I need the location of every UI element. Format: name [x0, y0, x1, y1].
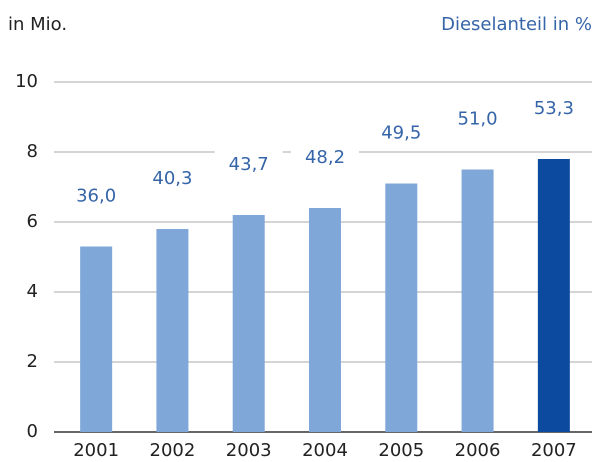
label-background [519, 95, 588, 123]
label-background [62, 182, 131, 211]
annotation: 53,3 [534, 98, 574, 119]
x-tick-label: 2007 [531, 440, 577, 461]
x-tick-label: 2005 [378, 440, 424, 461]
annotation: 40,3 [152, 168, 192, 189]
x-tick-label: 2004 [302, 440, 348, 461]
label-background [138, 165, 207, 193]
x-tick-label: 2001 [73, 440, 119, 461]
bar [385, 183, 418, 432]
bar [461, 169, 494, 432]
label-background [367, 119, 436, 148]
annotation: 48,2 [305, 147, 345, 168]
annotation: 43,7 [229, 154, 269, 175]
y-tick-label: 6 [27, 211, 38, 232]
bar [156, 229, 189, 432]
y-tick-label: 2 [27, 351, 38, 372]
bar [80, 246, 113, 432]
unit-label: in Mio. [8, 14, 67, 35]
bar [232, 215, 265, 432]
y-tick-label: 0 [27, 421, 38, 442]
annotation: 49,5 [381, 123, 421, 144]
x-tick-label: 2003 [226, 440, 272, 461]
annotation: 36,0 [76, 186, 116, 207]
bar [309, 208, 341, 432]
label-background [214, 151, 283, 179]
x-tick-label: 2002 [150, 440, 196, 461]
label-background [443, 105, 512, 134]
y-tick-label: 10 [15, 71, 38, 92]
y-tick-label: 8 [27, 141, 38, 162]
bar [537, 159, 570, 432]
label-background [291, 144, 359, 172]
y-tick-label: 4 [27, 281, 38, 302]
annotation: 51,0 [458, 109, 498, 130]
annotation-label: Dieselanteil in % [441, 14, 592, 35]
x-tick-label: 2006 [455, 440, 501, 461]
